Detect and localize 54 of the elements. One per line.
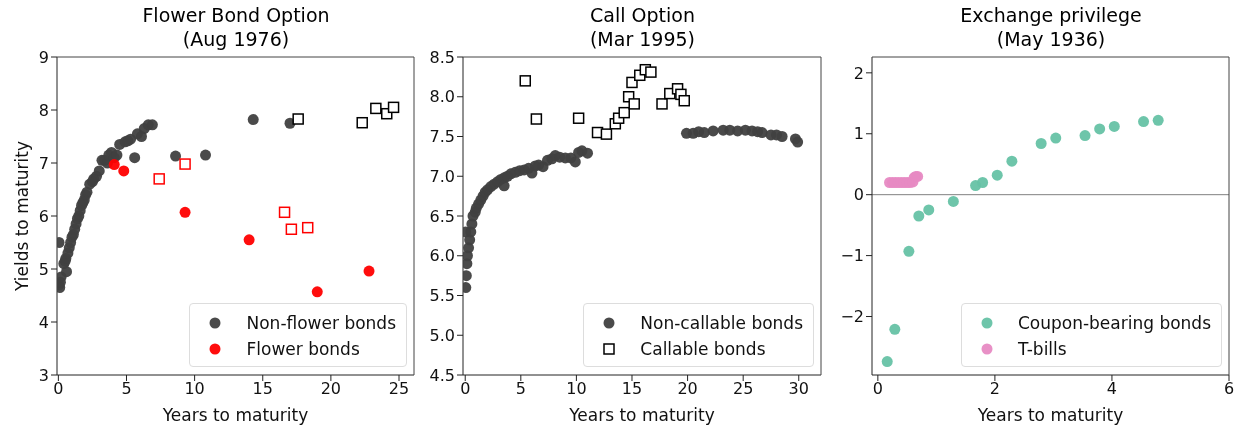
y-tick-label: 5 [38,259,49,279]
x-tick-label: 25 [732,379,754,399]
chart-subtitle: (Mar 1995) [588,27,697,51]
y-tick-label: −1 [840,246,864,266]
y-tick-label: 6 [38,206,49,226]
y-tick-label: 6.5 [429,206,455,226]
x-axis-title: Years to maturity [976,405,1124,425]
x-axis-title: Years to maturity [161,405,309,425]
chart-subtitle: (May 1936) [995,27,1107,51]
x-tick-label: 0 [460,379,471,399]
chart-title: Flower Bond Option [141,3,331,27]
x-tick-label: 10 [566,379,587,399]
x-tick-label: 15 [252,379,273,399]
legend-label: Flower bonds [246,339,360,359]
legend-label: Callable bonds [640,339,766,359]
x-tick-label: 30 [788,379,809,399]
x-tick-label: 25 [388,379,410,399]
y-tick-label: 8.5 [429,47,455,67]
y-tick-label: 8.0 [429,87,455,107]
y-tick-label: 2 [853,63,864,83]
x-tick-label: 4 [1106,379,1118,399]
chart-subtitle: (Aug 1976) [181,27,291,51]
y-tick-label: 7.5 [429,127,455,147]
y-tick-label: 3 [38,365,49,385]
x-tick-label: 20 [320,379,342,399]
x-tick-label: 2 [989,379,1000,399]
x-tick-label: 20 [677,379,698,399]
x-axis-title: Years to maturity [568,405,715,425]
legend-label: Non-callable bonds [640,313,803,333]
chart-title: Exchange privilege [959,3,1143,27]
y-tick-label: 6.0 [429,246,455,266]
x-tick-label: 0 [872,379,883,399]
y-tick-label: 5.0 [429,325,455,345]
y-tick-label: 4.5 [429,365,455,385]
x-tick-label: 5 [515,379,526,399]
y-tick-label: 8 [38,100,49,120]
y-tick-label: 4 [38,312,49,332]
y-tick-label: −2 [840,307,864,327]
y-tick-label: 7 [38,153,49,173]
x-tick-label: 0 [53,379,64,399]
x-tick-label: 10 [184,379,205,399]
legend-label: Coupon-bearing bonds [1017,313,1211,333]
y-tick-label: 9 [38,47,49,67]
y-tick-label: 5.5 [429,286,455,306]
chart-title: Call Option [589,3,696,27]
y-tick-label: 1 [853,124,864,144]
legend-label: T-bills [1017,339,1067,359]
x-tick-label: 6 [1223,379,1235,399]
x-tick-label: 5 [121,379,132,399]
y-tick-label: 0 [853,185,864,205]
legend-label: Non-flower bonds [246,313,396,333]
x-tick-label: 15 [621,379,643,399]
y-axis-title: Yields to maturity [12,140,33,293]
y-tick-label: 7.0 [429,166,455,186]
